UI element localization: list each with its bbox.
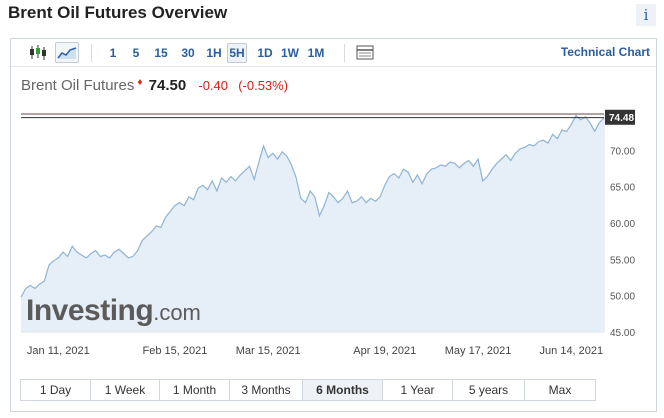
- x-tick-label: Apr 19, 2021: [353, 345, 416, 357]
- price-series-line: [20, 114, 605, 298]
- investing-logo: Investing.com: [26, 294, 201, 328]
- toolbar-separator: [91, 44, 92, 62]
- y-tick-label: 60.00: [610, 219, 635, 230]
- y-tick-label: 45.00: [610, 328, 635, 339]
- interval-1[interactable]: 1: [109, 46, 117, 60]
- range-max[interactable]: Max: [525, 380, 595, 400]
- logo-suffix: .com: [153, 300, 201, 325]
- interval-5h[interactable]: 5H: [227, 43, 247, 63]
- range-1-year[interactable]: 1 Year: [383, 380, 453, 400]
- toolbar-separator: [344, 44, 345, 62]
- y-tick-label: 50.00: [610, 292, 635, 303]
- chart-panel: 1 5 15 30 1H 5H 1D 1W 1M Technical Chart Brent O…: [10, 38, 657, 412]
- range-5-years[interactable]: 5 years: [453, 380, 525, 400]
- logo-brand: Investing: [26, 294, 154, 327]
- last-value-label: 74.48: [609, 113, 634, 124]
- range-6-months[interactable]: 6 Months: [303, 380, 383, 400]
- interval-15[interactable]: 15: [154, 46, 168, 60]
- chart-toolbar: 1 5 15 30 1H 5H 1D 1W 1M Technical Chart: [11, 39, 656, 67]
- quote-header: Brent Oil Futures ♦ 74.50 -0.40 (-0.53%): [21, 77, 288, 94]
- page-title: Brent Oil Futures Overview: [8, 3, 228, 22]
- price-change-percent: (-0.53%): [238, 78, 289, 93]
- x-tick-label: Mar 15, 2021: [236, 345, 301, 357]
- range-selector: 1 Day 1 Week 1 Month 3 Months 6 Months 1 Year…: [20, 379, 596, 401]
- price-change: -0.40: [198, 78, 229, 93]
- interval-30[interactable]: 30: [181, 46, 195, 60]
- range-3-months[interactable]: 3 Months: [230, 380, 303, 400]
- line-chart-icon[interactable]: [55, 42, 79, 63]
- x-tick-label: May 17, 2021: [445, 345, 512, 357]
- down-arrow-icon: ♦: [137, 77, 143, 88]
- range-1-week[interactable]: 1 Week: [91, 380, 160, 400]
- x-tick-label: Feb 15, 2021: [142, 345, 207, 357]
- interval-1m[interactable]: 1M: [307, 46, 325, 60]
- last-price: 74.50: [148, 77, 187, 94]
- last-value-badge: [605, 109, 635, 125]
- x-tick-label: Jan 11, 2021: [27, 345, 90, 357]
- y-tick-label: 55.00: [610, 255, 635, 266]
- technical-chart-link[interactable]: Technical Chart: [560, 45, 650, 59]
- info-icon[interactable]: i: [636, 4, 656, 26]
- range-1-month[interactable]: 1 Month: [160, 380, 230, 400]
- price-area-fill: [21, 115, 604, 332]
- interval-1h[interactable]: 1H: [206, 46, 222, 60]
- table-icon[interactable]: [353, 42, 377, 63]
- interval-1d[interactable]: 1D: [257, 46, 273, 60]
- x-tick-label: Jun 14, 2021: [540, 345, 604, 357]
- range-1-day[interactable]: 1 Day: [21, 380, 91, 400]
- instrument-name: Brent Oil Futures: [21, 77, 135, 94]
- y-tick-label: 65.00: [610, 183, 635, 194]
- interval-5[interactable]: 5: [132, 46, 140, 60]
- y-tick-label: 70.00: [610, 146, 635, 157]
- interval-1w[interactable]: 1W: [281, 46, 299, 60]
- candlestick-icon[interactable]: [26, 42, 50, 63]
